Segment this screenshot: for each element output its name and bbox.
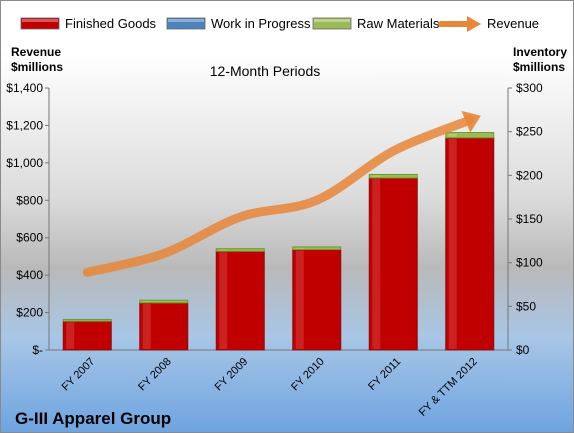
left-tick-label: $1,000 [6, 156, 43, 170]
legend-label: Finished Goods [65, 16, 157, 31]
bar-highlight [66, 322, 75, 349]
revenue-arrowhead [461, 110, 481, 133]
bar-segment-raw-materials [368, 173, 418, 179]
bar-segment-finished-goods [292, 249, 342, 351]
right-tick-label: $0 [516, 343, 530, 357]
bar-rect [139, 299, 189, 304]
x-tick-label: FY 2009 [213, 356, 251, 394]
x-tick-label: FY & TTM 2012 [417, 356, 480, 419]
bar-highlight [295, 247, 304, 249]
left-tick-label: $1,400 [6, 81, 43, 95]
legend-swatch-highlight [314, 19, 350, 22]
legend-swatch-highlight [168, 19, 204, 22]
legend-swatch [20, 17, 60, 30]
bar-rect [445, 132, 495, 139]
legend-item: Revenue [438, 16, 539, 32]
right-tick-label: $250 [516, 125, 543, 139]
right-tick-label: $100 [516, 256, 543, 270]
bar-highlight [448, 133, 457, 137]
left-tick-label: $800 [16, 193, 43, 207]
bar-segment-finished-goods [139, 302, 189, 351]
bar-highlight [372, 175, 381, 177]
plot-area: $- $200 $400 $600 $800 $1,000 $1,200 $1,400 $0 $5… [6, 81, 543, 419]
right-axis-label-line1: Inventory [513, 45, 567, 59]
left-tick-label: $600 [16, 231, 43, 245]
bar-rect [368, 177, 418, 351]
bar-highlight [142, 303, 151, 349]
bar-highlight [295, 250, 304, 349]
left-tick-label: $400 [16, 268, 43, 282]
x-tick-label: FY 2011 [366, 356, 403, 393]
bar-highlight [219, 252, 228, 349]
bar-rect [62, 318, 112, 322]
bar-segment-raw-materials [215, 248, 265, 252]
bar-rect [139, 302, 189, 351]
legend: Finished Goods Work in Progress Raw Materi… [20, 16, 539, 32]
left-tick-label: $1,200 [6, 118, 43, 132]
legend-label: Revenue [487, 16, 539, 31]
left-tick-label: $200 [16, 306, 43, 320]
company-name: G-III Apparel Group [15, 409, 171, 428]
left-tick-label: $- [32, 343, 43, 357]
bar-segment-finished-goods [62, 320, 112, 351]
bar-highlight [448, 138, 457, 349]
bar-segment-raw-materials [445, 132, 495, 139]
right-tick-label: $200 [516, 168, 543, 182]
bar-rect [62, 320, 112, 351]
legend-label: Raw Materials [357, 16, 440, 31]
bar-rect [292, 246, 342, 251]
x-tick-label: FY 2007 [60, 356, 98, 394]
x-tick-label: FY 2008 [136, 356, 174, 394]
bar-highlight [142, 301, 151, 302]
revenue-line [82, 115, 475, 277]
bar-rect [292, 249, 342, 351]
legend-swatch [166, 17, 206, 30]
legend-item: Raw Materials [312, 16, 440, 31]
right-tick-label: $50 [516, 299, 536, 313]
left-axis-label-line2: $millions [11, 60, 63, 74]
bar-rect [215, 248, 265, 252]
right-axis-label-line2: $millions [513, 60, 565, 74]
bar-rect [215, 250, 265, 351]
legend-swatch [312, 17, 352, 30]
x-tick-label: FY 2010 [289, 356, 327, 394]
bar-rect [368, 173, 418, 179]
bar-segment-raw-materials [139, 299, 189, 304]
bar-segment-raw-materials [292, 246, 342, 251]
legend-swatch-highlight [22, 19, 58, 22]
legend-item: Work in Progress [166, 16, 311, 31]
chart-title: 12-Month Periods [210, 63, 321, 79]
bar-segment-finished-goods [368, 177, 418, 351]
bar-segment-finished-goods [215, 250, 265, 351]
bar-highlight [372, 178, 381, 349]
legend-label: Work in Progress [211, 16, 311, 31]
left-axis-label-line1: Revenue [11, 45, 61, 59]
legend-item: Finished Goods [20, 16, 157, 31]
bar-highlight [219, 249, 228, 251]
right-tick-label: $300 [516, 81, 543, 95]
legend-revenue-arrowhead [467, 16, 481, 32]
bar-segment-raw-materials [62, 318, 112, 322]
right-tick-label: $150 [516, 212, 543, 226]
bar-segment-finished-goods [445, 137, 495, 351]
